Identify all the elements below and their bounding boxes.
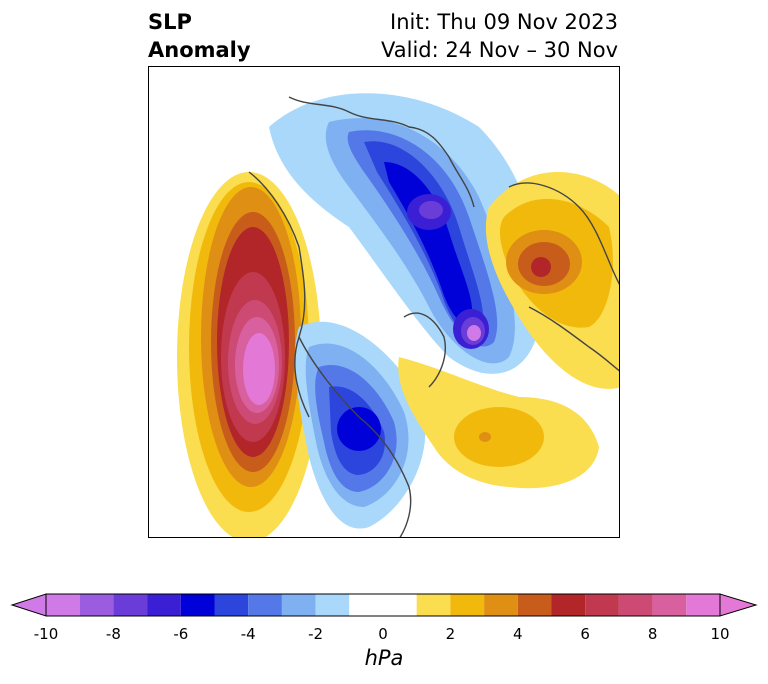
- atlantic-positive-anomaly: [398, 357, 599, 489]
- europe-positive-anomaly: [485, 172, 619, 389]
- colorbar-tick-label: 0: [378, 625, 388, 643]
- colorbar-bin: [484, 594, 518, 616]
- colorbar-bin: [652, 594, 687, 616]
- colorbar-bin: [686, 594, 720, 616]
- colorbar-bin: [180, 594, 215, 616]
- colorbar-bin: [517, 594, 552, 616]
- colorbar-tick-label: -2: [308, 625, 324, 643]
- colorbar-tick-label: -8: [105, 625, 121, 643]
- colorbar-bin: [416, 594, 451, 616]
- colorbar-bin: [214, 594, 249, 616]
- map-title: SLP Anomaly: [148, 8, 251, 64]
- colorbar-bin: [585, 594, 619, 616]
- colorbar-tick-label: -4: [240, 625, 256, 643]
- colorbar-bin: [315, 594, 350, 616]
- colorbar-bin: [113, 594, 148, 616]
- colorbar-tick-label: -10: [33, 625, 59, 643]
- title-variable: SLP: [148, 10, 192, 34]
- title-field: Anomaly: [148, 38, 251, 62]
- colorbar-bin: [551, 594, 586, 616]
- colorbar-unit-label: hPa: [364, 646, 404, 670]
- colorbar-tick-label: -6: [173, 625, 189, 643]
- colorbar-tick-label: 10: [710, 625, 730, 643]
- colorbar-bin: [248, 594, 282, 616]
- colorbar-bin: [281, 594, 316, 616]
- colorbar-bin: [349, 594, 417, 616]
- colorbar-tick-label: 4: [513, 625, 523, 643]
- pacific-positive-anomaly: [177, 172, 321, 537]
- anomaly-map: [148, 66, 620, 538]
- colorbar-tick-label: 8: [647, 625, 658, 643]
- colorbar-border: [45, 593, 721, 617]
- init-time: Init: Thu 09 Nov 2023: [390, 10, 618, 34]
- colorbar-bin: [450, 594, 485, 616]
- colorbar-extend-high: [719, 593, 758, 617]
- colorbar-bin: [147, 594, 181, 616]
- north-america-negative-anomaly: [294, 321, 426, 529]
- colorbar-bin: [79, 594, 114, 616]
- map-canvas: [177, 93, 619, 537]
- arctic-negative-anomaly: [269, 93, 542, 374]
- forecast-info: Init: Thu 09 Nov 2023 Valid: 24 Nov – 30…: [381, 8, 618, 64]
- colorbar: [10, 593, 758, 617]
- valid-period: Valid: 24 Nov – 30 Nov: [381, 38, 618, 62]
- colorbar-bin: [46, 594, 80, 616]
- colorbar-tick-label: 2: [445, 625, 456, 643]
- colorbar-tick-label: 6: [580, 625, 590, 643]
- colorbar-bin: [618, 594, 653, 616]
- colorbar-extend-low: [10, 593, 47, 617]
- coastlines: [248, 96, 619, 537]
